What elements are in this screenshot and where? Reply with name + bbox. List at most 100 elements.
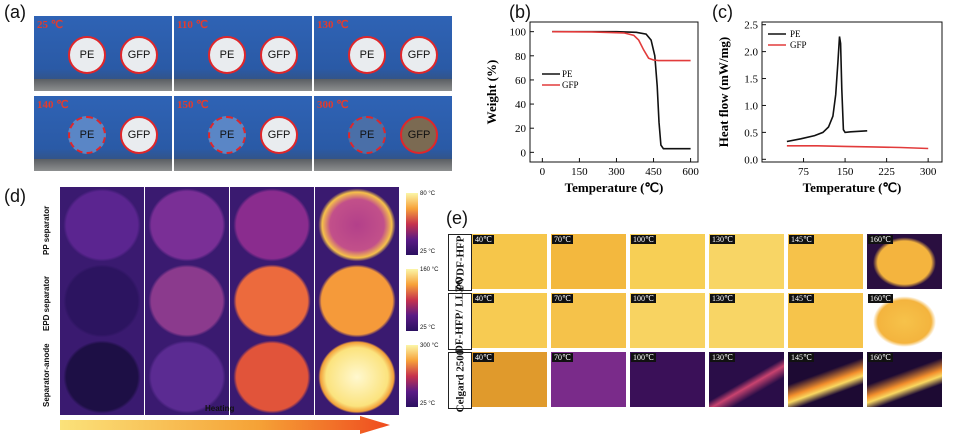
y-tick-label: 40 xyxy=(515,99,527,111)
x-tick-label: 150 xyxy=(837,166,854,178)
photo-4: 150 ℃ PE GFP xyxy=(174,96,312,171)
ruler xyxy=(314,159,452,171)
thermal-image xyxy=(315,187,399,263)
gfp-disk: GFP xyxy=(260,116,298,154)
x-tick-label: 0 xyxy=(540,166,546,178)
sample-temp: 40℃ xyxy=(473,353,494,362)
sample-temp: 145℃ xyxy=(789,353,814,362)
x-tick-label: 300 xyxy=(920,166,937,178)
thermal-image xyxy=(145,263,229,339)
dsc-chart: 75 150 225 300 0.0 0.5 1.0 1.5 2.0 2.5 Temperature… xyxy=(716,20,943,195)
sample-image: 145℃ xyxy=(788,234,863,289)
thermal-row-label: Separator-anode xyxy=(42,343,51,407)
sample-image: 130℃ xyxy=(709,293,784,348)
thermal-image xyxy=(145,187,229,263)
sample-image: 130℃ xyxy=(709,352,784,407)
plot-frame xyxy=(761,21,943,163)
sample-temp: 160℃ xyxy=(868,353,893,362)
sample-temp: 100℃ xyxy=(631,353,656,362)
panel-label-d: (d) xyxy=(4,186,26,206)
sample-temp: 70℃ xyxy=(552,353,573,362)
sample-temp: 130℃ xyxy=(710,294,735,303)
photo-temp: 130 ℃ xyxy=(317,19,349,31)
x-tick-label: 75 xyxy=(798,166,810,178)
x-tick-label: 150 xyxy=(571,166,588,178)
pe-disk: PE xyxy=(348,116,386,154)
y-axis-label: Weight (%) xyxy=(486,60,499,125)
photo-0: 25 ℃ PE GFP xyxy=(34,16,172,91)
sample-temp: 160℃ xyxy=(868,235,893,244)
sample-image: 40℃ xyxy=(472,234,547,289)
gfp-disk: GFP xyxy=(400,36,438,74)
photo-temp: 300 ℃ xyxy=(317,99,349,111)
sample-temp: 70℃ xyxy=(552,294,573,303)
sample-row-label: Celgard 2500 xyxy=(448,349,472,412)
x-tick-label: 225 xyxy=(878,166,895,178)
panel-label-e: (e) xyxy=(446,208,468,228)
legend-label-pe: PE xyxy=(562,69,573,79)
heating-label: Heating xyxy=(205,404,235,413)
gfp-disk: GFP xyxy=(120,116,158,154)
y-tick-label: 20 xyxy=(515,123,527,135)
ruler xyxy=(34,79,172,91)
colorbar-max: 300 °C xyxy=(420,343,439,349)
gfp-disk: GFP xyxy=(260,36,298,74)
x-tick-label: 450 xyxy=(645,166,662,178)
sample-temp: 100℃ xyxy=(631,294,656,303)
sample-image: 70℃ xyxy=(551,234,626,289)
series-line-gfp xyxy=(552,30,691,62)
sample-image: 70℃ xyxy=(551,352,626,407)
sample-temp: 40℃ xyxy=(473,235,494,244)
photo-temp: 150 ℃ xyxy=(177,99,209,111)
x-axis-label: Temperature (℃) xyxy=(565,180,664,195)
plot-frame xyxy=(529,21,699,163)
sample-image: 160℃ xyxy=(867,293,942,348)
thermal-image xyxy=(230,339,314,415)
thermal-image xyxy=(315,339,399,415)
sample-image: 70℃ xyxy=(551,293,626,348)
colorbar-min: 25 °C xyxy=(420,325,436,331)
ruler xyxy=(174,159,312,171)
sample-image: 160℃ xyxy=(867,234,942,289)
photo-5: 300 ℃ PE GFP xyxy=(314,96,452,171)
colorbar-min: 25 °C xyxy=(420,401,436,407)
sample-temp: 160℃ xyxy=(868,294,893,303)
sample-row-label: PVDF-HFP xyxy=(448,234,472,291)
colorbar xyxy=(406,193,418,255)
colorbar-max: 160 °C xyxy=(420,267,439,273)
x-tick-label: 300 xyxy=(608,166,625,178)
y-tick-label: 1.5 xyxy=(744,74,758,86)
thermal-image xyxy=(230,187,314,263)
photo-temp: 140 ℃ xyxy=(37,99,69,111)
panel-label-a: (a) xyxy=(4,2,26,22)
sample-image: 145℃ xyxy=(788,293,863,348)
colorbar xyxy=(406,269,418,331)
sample-temp: 130℃ xyxy=(710,353,735,362)
sample-image: 130℃ xyxy=(709,234,784,289)
panel-label-b: (b) xyxy=(509,2,531,22)
sample-image: 40℃ xyxy=(472,293,547,348)
photo-temp: 110 ℃ xyxy=(177,19,208,31)
thermal-row-label: PP separator xyxy=(42,205,51,255)
y-tick-label: 0.5 xyxy=(744,127,758,139)
pe-disk: PE xyxy=(208,116,246,154)
panel-label-c: (c) xyxy=(712,2,733,22)
sample-image: 100℃ xyxy=(630,293,705,348)
thermal-image xyxy=(230,263,314,339)
sample-temp: 130℃ xyxy=(710,235,735,244)
thermal-image xyxy=(60,263,144,339)
legend-label-gfp: GFP xyxy=(790,40,807,50)
photo-1: 110 ℃ PE GFP xyxy=(174,16,312,91)
heating-arrow xyxy=(60,416,390,434)
x-tick-label: 600 xyxy=(682,166,699,178)
pe-disk: PE xyxy=(68,36,106,74)
y-tick-label: 2.5 xyxy=(744,20,758,32)
thermal-image xyxy=(60,187,144,263)
thermal-image xyxy=(315,263,399,339)
y-tick-label: 80 xyxy=(515,51,527,63)
sample-row-label: PVDF-HFP/ LLZO xyxy=(448,276,472,367)
pe-disk: PE xyxy=(68,116,106,154)
y-tick-label: 100 xyxy=(510,27,527,39)
sample-image: 160℃ xyxy=(867,352,942,407)
series-line-pe xyxy=(786,36,868,143)
